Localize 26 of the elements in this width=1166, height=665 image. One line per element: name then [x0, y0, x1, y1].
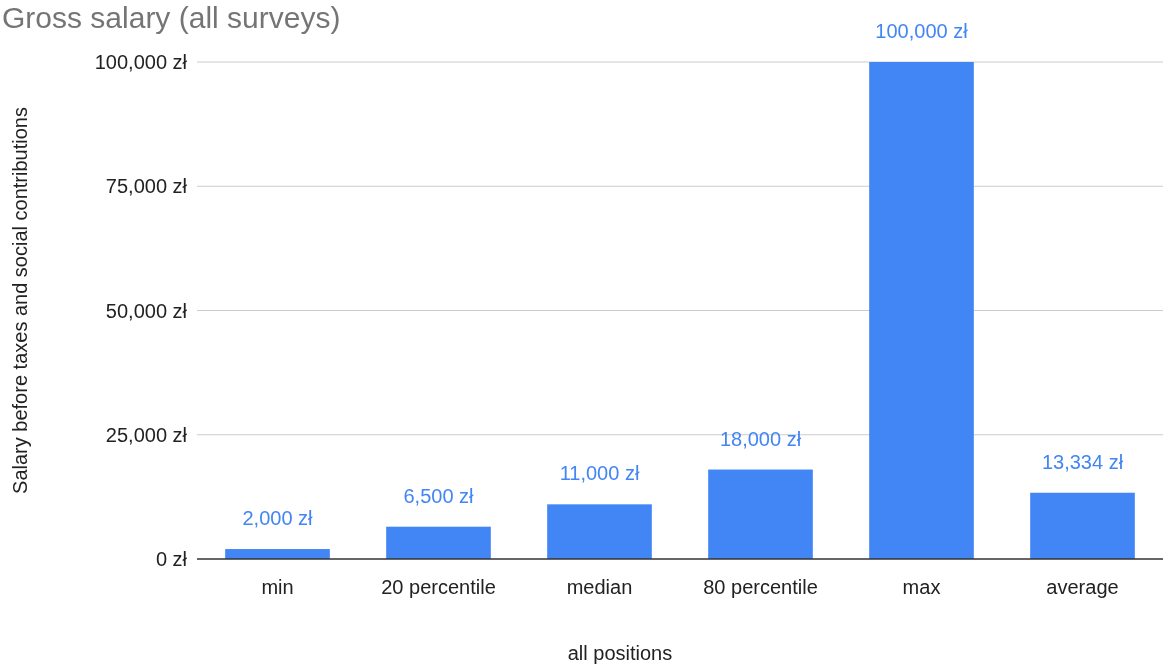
- data-label: 11,000 zł: [559, 462, 640, 485]
- bar: [547, 504, 652, 559]
- x-tick-label: min: [261, 576, 294, 598]
- x-tick-label: median: [566, 576, 633, 598]
- bar: [1030, 492, 1135, 559]
- y-tick-label: 25,000 zł: [105, 423, 188, 446]
- x-tick-label: max: [902, 576, 941, 598]
- data-label: 18,000 zł: [719, 427, 802, 450]
- x-axis-title: all positions: [567, 642, 673, 664]
- y-tick-label: 0 zł: [155, 548, 188, 570]
- data-label: 13,334 zł: [1041, 450, 1124, 473]
- bar: [386, 526, 491, 559]
- y-tick-label: 50,000 zł: [105, 299, 188, 322]
- y-axis-title: Salary before taxes and social contributions: [9, 107, 31, 494]
- data-label: 100,000 zł: [875, 20, 969, 42]
- x-tick-label: average: [1046, 576, 1119, 598]
- chart-title: Gross salary (all surveys): [2, 1, 341, 34]
- data-label: 6,500 zł: [403, 484, 475, 507]
- y-tick-label: 100,000 zł: [94, 51, 188, 73]
- y-tick-label: 75,000 zł: [105, 175, 188, 198]
- data-label: 2,000 zł: [242, 507, 314, 530]
- x-tick-label: 20 percentile: [381, 576, 496, 598]
- bar: [225, 549, 330, 559]
- x-tick-label: 80 percentile: [703, 576, 818, 598]
- bar: [708, 469, 813, 559]
- bar: [869, 62, 974, 559]
